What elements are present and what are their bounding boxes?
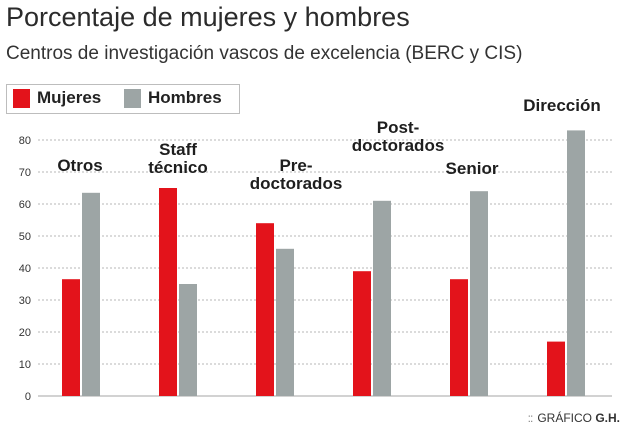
category-label: doctorados [352,136,445,155]
bar-mujeres [256,223,274,396]
bar-hombres [179,284,197,396]
credit-prefix: GRÁFICO [537,411,592,425]
y-tick-label: 30 [19,295,31,307]
legend-swatch-hombres [124,88,141,108]
bar-mujeres [547,341,565,396]
bar-mujeres [62,279,80,396]
legend-item-hombres: Hombres [124,88,222,108]
y-tick-label: 50 [19,231,31,243]
y-tick-label: 0 [25,391,31,403]
category-label: Post- [377,118,420,137]
y-tick-label: 40 [19,263,31,275]
credit-dots-icon: :: [527,411,534,425]
bar-hombres [82,192,100,396]
bar-mujeres [159,188,177,396]
category-label: Staff [159,140,197,159]
category-label: Dirección [523,96,600,115]
category-label: doctorados [250,174,343,193]
chart-title: Porcentaje de mujeres y hombres [6,2,410,32]
y-tick-label: 60 [19,199,31,211]
credit-name: G.H. [595,411,620,425]
category-label: técnico [148,158,208,177]
y-tick-label: 70 [19,167,31,179]
y-tick-label: 80 [19,135,31,147]
bar-mujeres [450,279,468,396]
legend-label-mujeres: Mujeres [37,88,102,107]
category-label: Senior [446,159,499,178]
bar-hombres [470,191,488,396]
y-tick-label: 20 [19,327,31,339]
y-tick-label: 10 [19,359,31,371]
bar-hombres [373,200,391,396]
bar-mujeres [353,271,371,396]
legend-item-mujeres: Mujeres [13,88,101,108]
category-label: Otros [57,156,102,175]
legend: Mujeres Hombres [6,84,240,114]
category-label: Pre- [279,156,312,175]
legend-swatch-mujeres [13,88,30,108]
credit: :: GRÁFICO G.H. [528,411,620,425]
bar-hombres [567,130,585,396]
chart-subtitle: Centros de investigación vascos de excel… [6,43,523,64]
legend-label-hombres: Hombres [148,88,222,107]
bar-hombres [276,248,294,396]
